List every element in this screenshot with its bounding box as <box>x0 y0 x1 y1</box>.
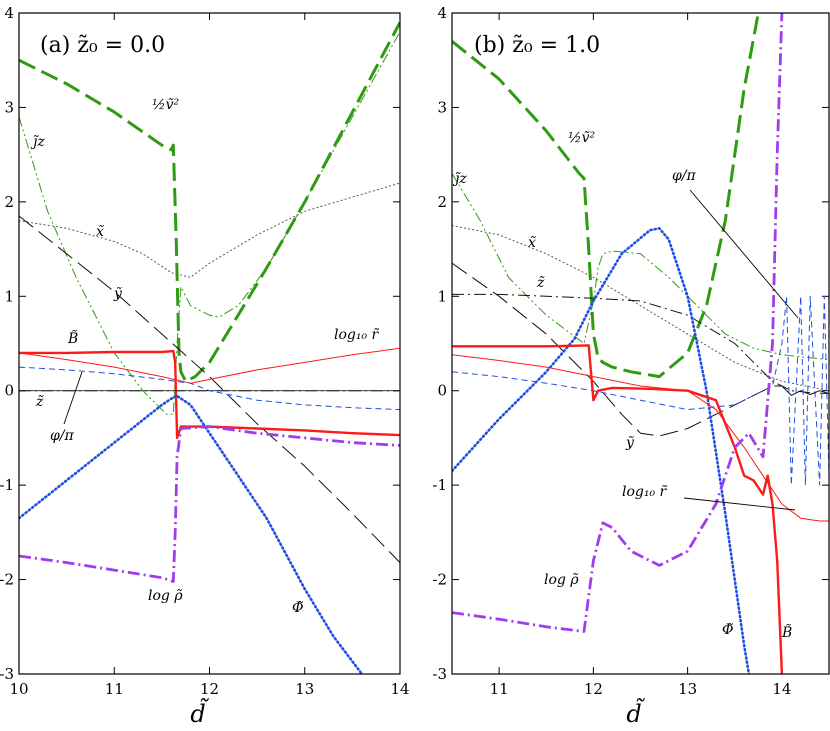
label-b-half-v2: ½ṽ² <box>568 130 595 146</box>
label-b-Phi: Φ̃ <box>722 622 733 638</box>
panel-b-ytick-label-2: -1 <box>432 476 447 494</box>
panel-b-series-2 <box>452 225 829 392</box>
label-a-log-rho: log ρ̃ <box>148 588 183 604</box>
panel-a-frame <box>18 12 401 675</box>
panel-b-series-9 <box>452 354 829 522</box>
panel-b-series-6 <box>452 295 829 486</box>
label-a-y: ỹ <box>113 286 123 302</box>
label-b-log-rho: log ρ̃ <box>544 572 579 588</box>
panel-b-series-4 <box>452 262 782 437</box>
x-axis-label-a: d̃ <box>190 697 209 728</box>
panel-b-frame <box>451 12 830 675</box>
panel-a-series-4 <box>19 349 400 440</box>
label-b-phi: φ/π <box>672 168 697 184</box>
panel-a-ytick-label-4: 1 <box>4 287 14 305</box>
panel-b-xtick-label-1: 12 <box>584 680 603 698</box>
panel-b-series-3 <box>452 293 829 394</box>
x-axis-label-b: d̃ <box>626 697 645 728</box>
panel-a-series-8 <box>19 394 364 674</box>
label-b-x: x̃ <box>528 235 536 251</box>
panel-a-xtick-label-2: 12 <box>200 680 219 698</box>
label-b-jz: j̃z <box>452 171 467 187</box>
panel-a-title: (a) z̃₀ = 0.0 <box>40 33 165 58</box>
panel-b-title: (b) z̃₀ = 1.0 <box>474 33 600 58</box>
panel-b-ytick-label-0: -3 <box>432 665 447 683</box>
label-b-y: ỹ <box>625 435 635 451</box>
panel-b-xtick-label-0: 11 <box>490 680 509 698</box>
panel-a-xtick-label-1: 11 <box>105 680 124 698</box>
label-a-half-v2: ½ṽ² <box>152 97 179 113</box>
panel-a-ytick-label-0: -3 <box>0 665 14 683</box>
panel-a-series-5 <box>19 347 400 384</box>
label-a-phi: φ/π <box>50 428 75 444</box>
panel-b-series-5 <box>781 385 829 396</box>
panel-b-series-8 <box>452 344 784 674</box>
panel-b-ytick-label-3: 0 <box>437 382 447 400</box>
label-a-jz: j̃z <box>30 134 45 150</box>
panel-a-ytick-label-7: 4 <box>4 4 14 22</box>
panel-b-series-10 <box>452 13 784 633</box>
label-a-Phi: Φ̃ <box>292 600 303 616</box>
leader-b-log-r <box>683 497 796 511</box>
panel-a-series-7 <box>19 366 400 411</box>
label-a-x: x̃ <box>96 224 104 240</box>
panel-b-series-1 <box>452 173 829 361</box>
panel-a-xtick-label-3: 13 <box>295 680 314 698</box>
panel-a-xtick-label-0: 10 <box>9 680 28 698</box>
panel-a-ytick-label-1: -2 <box>0 571 14 589</box>
panel-b-xtick-label-3: 14 <box>772 680 791 698</box>
label-a-log-r: log₁₀ r̃ <box>334 327 380 343</box>
panel-b-ytick-label-6: 3 <box>437 98 447 116</box>
panel-a-ytick-label-6: 3 <box>4 98 14 116</box>
panel-a-ytick-label-2: -1 <box>0 476 14 494</box>
panel-a-series-2 <box>19 182 400 278</box>
panel-a-ytick-label-5: 2 <box>4 193 14 211</box>
panel-a-xtick-label-4: 14 <box>390 680 409 698</box>
label-b-z: z̃ <box>536 275 545 291</box>
panel-b-ytick-label-4: 1 <box>437 287 447 305</box>
label-b-B: B̃ <box>781 623 792 641</box>
label-a-z: z̃ <box>35 394 44 410</box>
panel-a-series-1 <box>19 31 400 415</box>
panel-b-ytick-label-5: 2 <box>437 193 447 211</box>
leader-b-phi <box>689 189 799 319</box>
panel-a-series-9 <box>19 425 400 583</box>
panel-b-series-0 <box>452 13 760 379</box>
label-b-log-r: log₁₀ r̃ <box>622 484 668 500</box>
panel-b-xtick-label-2: 13 <box>678 680 697 698</box>
panel-b-ytick-label-1: -2 <box>432 571 447 589</box>
panel-a-ytick-label-3: 0 <box>4 382 14 400</box>
panel-b-series-7 <box>452 227 751 674</box>
label-a-B: B̃ <box>67 329 78 347</box>
panel-b-ytick-label-7: 4 <box>437 4 447 22</box>
leader-a-phi <box>63 371 83 425</box>
panel-a-series-3 <box>19 215 400 563</box>
